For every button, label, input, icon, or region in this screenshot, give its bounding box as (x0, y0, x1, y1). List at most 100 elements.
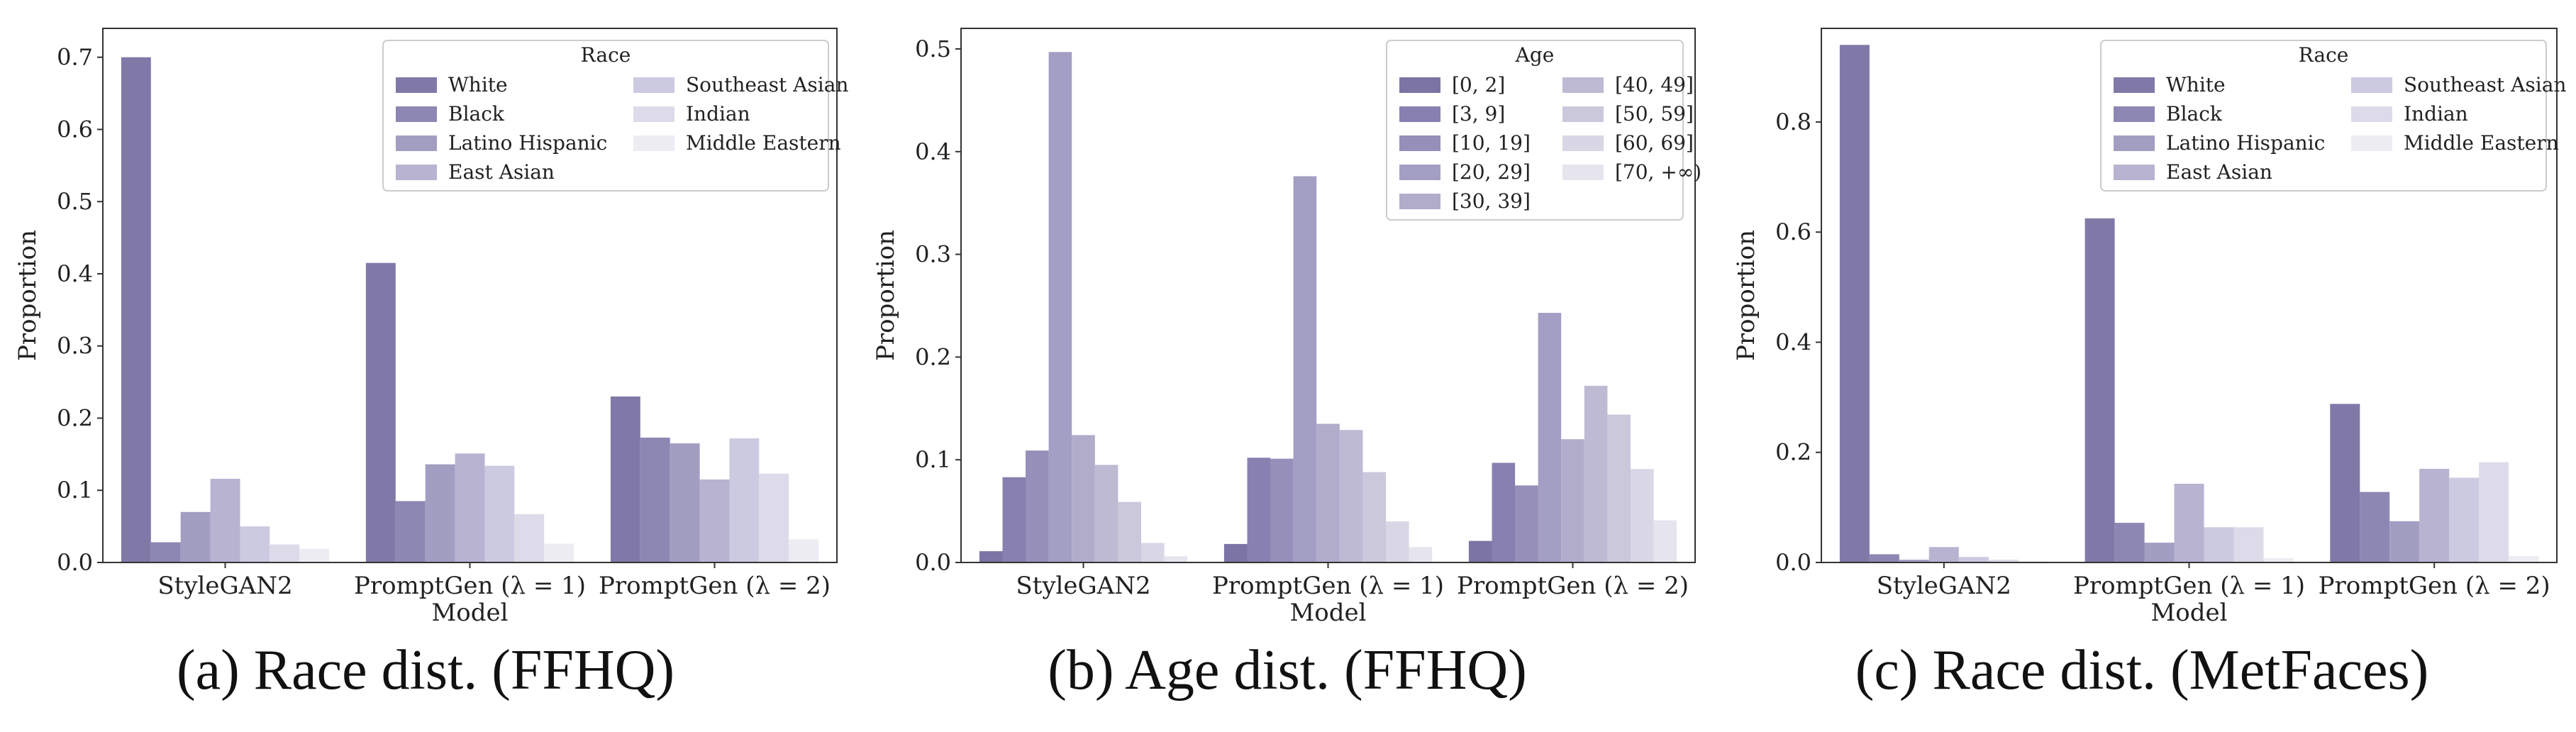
y-tick-label: 0.0 (915, 549, 951, 576)
x-tick-label: StyleGAN2 (157, 572, 292, 600)
legend-label: [70, +∞) (1615, 160, 1701, 184)
x-tick-label: PromptGen (λ = 1) (354, 572, 586, 600)
bar (1316, 423, 1340, 562)
bar (1839, 45, 1870, 563)
legend-box (1386, 40, 1684, 221)
legend-label: [3, 9] (1452, 102, 1505, 126)
bar (2389, 521, 2420, 562)
legend-label: Indian (686, 102, 750, 126)
legend: Race White Black Latino Hispanic East Asian S… (2100, 40, 2566, 192)
chart-panel-3: 0.0 0.2 0.4 0.6 0.8 StyleGAN2 PromptGen (λ = 1… (1732, 28, 2566, 627)
legend-label: Southeast Asian (2404, 73, 2566, 96)
x-axis-label: Model (2150, 599, 2227, 627)
legend-label: Indian (2404, 102, 2468, 126)
legend-swatch (396, 77, 437, 93)
legend-swatch (2114, 77, 2155, 93)
bar (2360, 492, 2390, 562)
caption-a: (a) Race dist. (FFHQ) (176, 639, 675, 702)
bar (1928, 547, 1959, 562)
x-tick-label: PromptGen (λ = 2) (599, 572, 831, 600)
bar (1515, 485, 1538, 562)
bar (2084, 218, 2115, 562)
caption-c: (c) Race dist. (MetFaces) (1855, 639, 2429, 702)
legend-label: Black (2166, 102, 2223, 126)
legend-swatch (1562, 135, 1604, 151)
bar (1026, 450, 1049, 562)
x-tick-label: StyleGAN2 (1016, 572, 1150, 600)
bar (670, 443, 700, 562)
x-tick-label: PromptGen (λ = 1) (1212, 572, 1444, 600)
legend-label: [20, 29] (1452, 160, 1531, 184)
bar (1988, 560, 2019, 562)
y-tick-label: 0.0 (57, 549, 93, 576)
legend-label: [40, 49] (1615, 73, 1694, 96)
bar (699, 479, 730, 562)
legend-swatch (2351, 77, 2392, 93)
legend-label: [30, 39] (1452, 189, 1531, 213)
legend-label: East Asian (2166, 160, 2272, 184)
bar (729, 438, 760, 562)
bar (1141, 543, 1165, 562)
legend-label: Latino Hispanic (2166, 131, 2325, 155)
bar (2114, 523, 2145, 562)
legend-swatch (396, 135, 437, 151)
bar (210, 479, 240, 562)
bar (1293, 176, 1317, 562)
chart-panel-2: 0.0 0.1 0.2 0.3 0.4 0.5 StyleGAN2 PromptGen (λ … (872, 28, 1701, 627)
bar (1164, 556, 1188, 562)
bar (789, 539, 819, 562)
legend-label: [50, 59] (1615, 102, 1694, 126)
bar (759, 473, 789, 562)
bar (2449, 477, 2480, 562)
x-axis-label: Model (1289, 599, 1366, 627)
y-tick-label: 0.4 (915, 138, 951, 165)
legend-swatch (1562, 106, 1604, 122)
y-tick-label: 0.5 (915, 35, 951, 62)
bar (544, 543, 574, 562)
bars-group (121, 57, 819, 562)
bar (2174, 484, 2204, 562)
bar (240, 526, 270, 562)
bar (299, 548, 330, 562)
y-tick-label: 0.1 (57, 477, 93, 504)
legend-label: Southeast Asian (686, 73, 848, 96)
bar (1048, 52, 1072, 563)
y-axis-label: Proportion (872, 230, 900, 361)
bar (1002, 477, 1026, 562)
bar (1223, 543, 1248, 562)
bar (2509, 555, 2539, 562)
x-tick-label: StyleGAN2 (1877, 572, 2011, 600)
legend-swatch (1399, 106, 1440, 122)
bar (1386, 521, 1409, 562)
bar (1584, 385, 1608, 562)
y-tick-label: 0.2 (1775, 439, 1811, 466)
legend-label: [10, 19] (1452, 131, 1531, 155)
legend-swatch (2114, 165, 2155, 180)
legend-label: Black (448, 102, 505, 126)
legend-swatch (633, 77, 674, 93)
bar (1339, 430, 1363, 562)
legend-swatch (1399, 165, 1440, 180)
legend-swatch (2114, 135, 2155, 151)
bar (270, 544, 300, 562)
legend-label: [0, 2] (1452, 73, 1505, 96)
bar (180, 511, 211, 562)
legend-swatch (633, 135, 674, 151)
legend-label: Middle Eastern (2404, 131, 2559, 155)
bar (2144, 543, 2175, 562)
y-tick-label: 0.1 (915, 446, 951, 473)
bar (1631, 469, 1654, 562)
legend-box (382, 40, 829, 192)
legend: Age [0, 2] [3, 9] [10, 19] [20, 29] [30, 39] [… (1386, 40, 1701, 221)
bar (1561, 439, 1584, 562)
bar (2233, 527, 2264, 562)
bar (1538, 313, 1562, 562)
bar (1492, 462, 1516, 562)
bar (1958, 557, 1989, 562)
y-tick-label: 0.7 (57, 44, 93, 71)
bar (455, 453, 485, 562)
bar (1409, 547, 1433, 562)
bar (2204, 527, 2234, 562)
y-tick-label: 0.6 (1775, 218, 1811, 245)
